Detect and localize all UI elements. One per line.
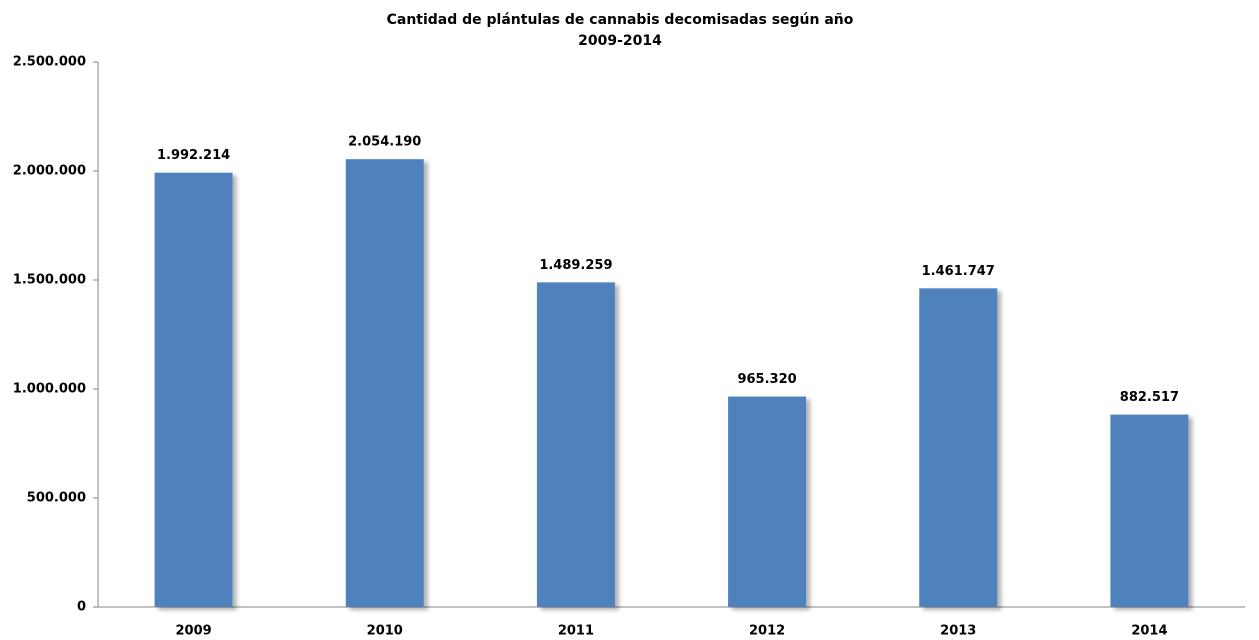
x-tick-label: 2012 [749, 624, 785, 639]
bar [536, 282, 615, 607]
y-tick-label: 0 [77, 600, 86, 615]
bar [919, 288, 998, 607]
chart-title: Cantidad de plántulas de cannabis decomi… [387, 12, 854, 28]
x-tick-label: 2011 [558, 624, 594, 639]
x-tick-label: 2009 [175, 624, 211, 639]
data-label: 2.054.190 [348, 135, 421, 150]
data-label: 965.320 [737, 372, 796, 387]
x-tick-label: 2014 [1131, 624, 1167, 639]
bar [345, 159, 424, 607]
y-tick-label: 2.500.000 [13, 55, 86, 70]
x-tick-label: 2010 [367, 624, 403, 639]
y-tick-label: 500.000 [27, 491, 86, 506]
data-label: 1.489.259 [539, 258, 612, 273]
x-tick-label: 2013 [940, 624, 976, 639]
bar [1110, 414, 1189, 607]
y-tick-label: 1.000.000 [13, 382, 86, 397]
data-label: 1.992.214 [157, 148, 230, 163]
y-tick-label: 1.500.000 [13, 273, 86, 288]
data-label: 882.517 [1120, 390, 1179, 405]
data-label: 1.461.747 [922, 264, 995, 279]
bar [728, 396, 807, 607]
bar [154, 172, 233, 608]
chart-subtitle: 2009-2014 [578, 33, 662, 49]
y-tick-label: 2.000.000 [13, 164, 86, 179]
